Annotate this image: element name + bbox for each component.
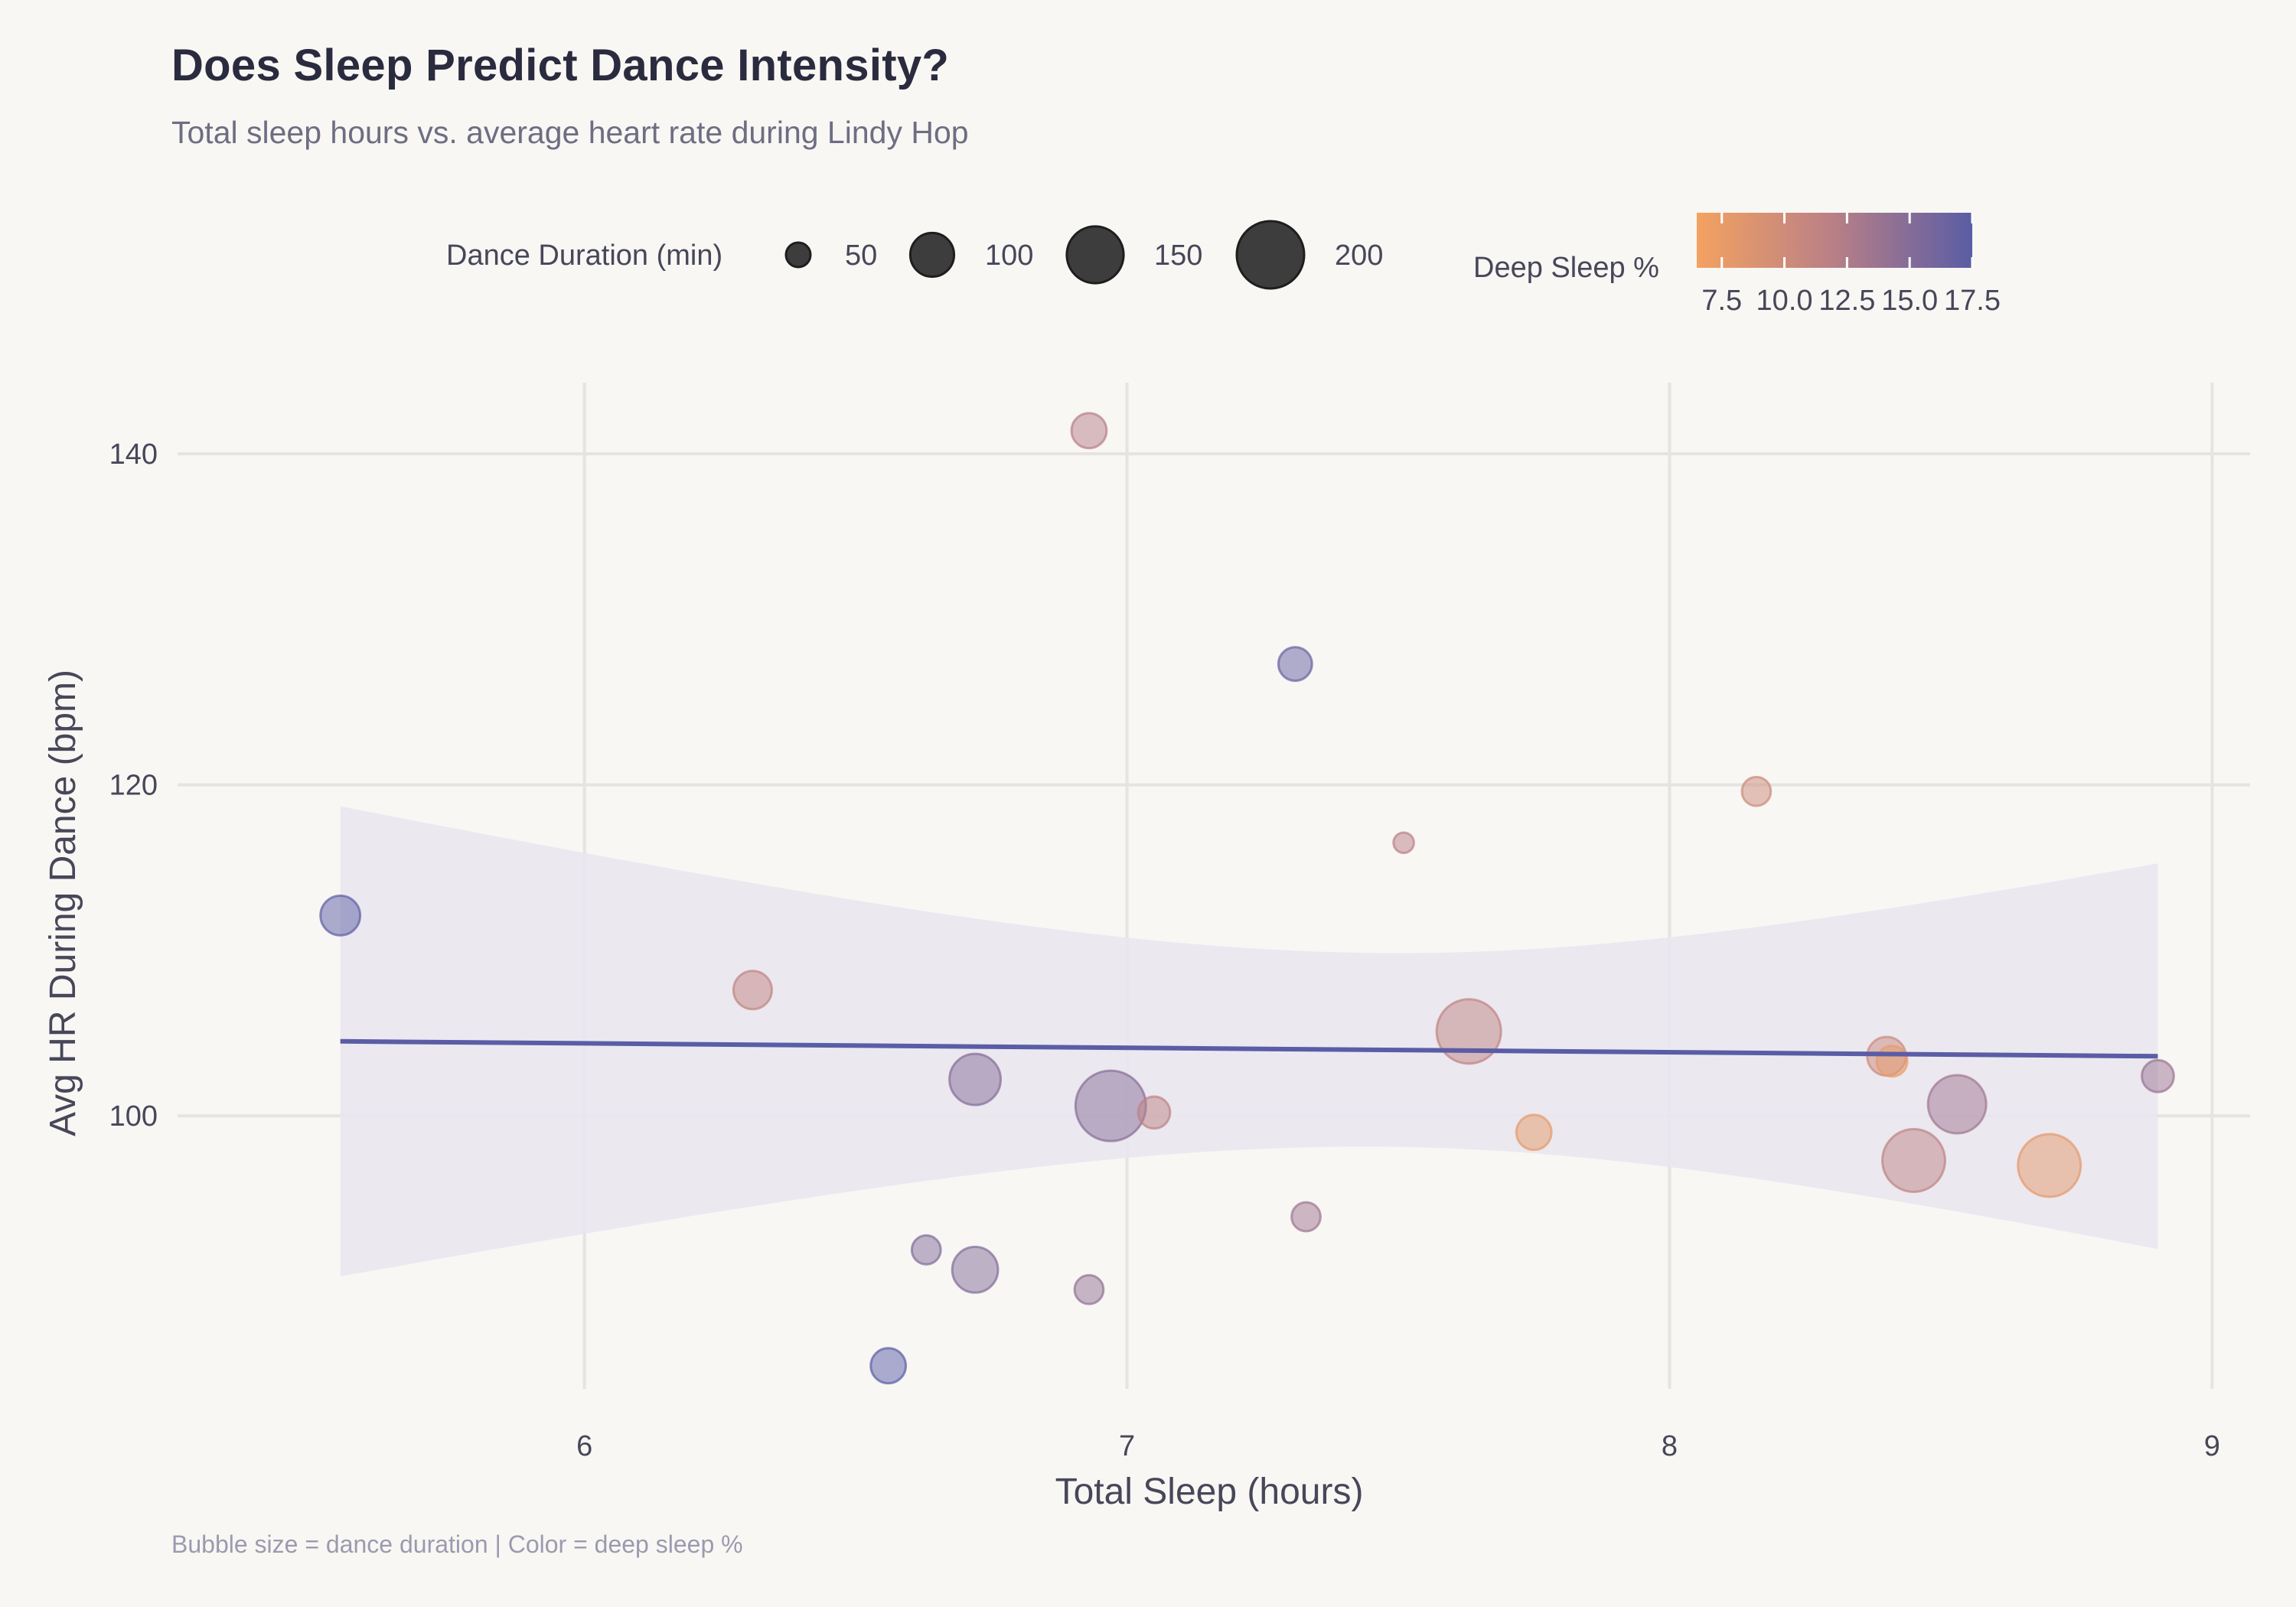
y-tick-labels: 100 120 140: [109, 438, 158, 1133]
colorbar-tick-label: 15.0: [1881, 285, 1938, 317]
chart-title: Does Sleep Predict Dance Intensity?: [171, 41, 950, 90]
colorbar: [1697, 213, 1972, 268]
data-point: [1290, 1201, 1322, 1233]
colorbar-ticks: 7.5 10.0 12.5 15.0 17.5: [1701, 213, 2001, 317]
y-tick-label: 140: [109, 438, 158, 471]
size-legend: Dance Duration (min) 50 100 150 200: [446, 220, 1383, 290]
y-tick-label: 100: [109, 1100, 158, 1133]
size-legend-title: Dance Duration (min): [446, 240, 722, 272]
size-legend-bubble: [908, 231, 956, 279]
data-point: [1926, 1074, 1988, 1135]
chart-caption: Bubble size = dance duration | Color = d…: [171, 1530, 743, 1558]
color-legend-title: Deep Sleep %: [1473, 252, 1659, 284]
data-point: [2017, 1133, 2082, 1198]
y-tick-label: 120: [109, 770, 158, 802]
regression-line-group: [340, 1038, 2158, 1059]
data-point: [319, 895, 362, 937]
data-point: [2141, 1058, 2175, 1094]
data-point: [1875, 1045, 1909, 1078]
colorbar-tick-label: 12.5: [1818, 285, 1875, 317]
colorbar-tick-label: 10.0: [1756, 285, 1813, 317]
size-legend-label: 150: [1154, 240, 1202, 272]
x-tick-label: 8: [1662, 1430, 1678, 1462]
size-legend-label: 100: [985, 240, 1033, 272]
size-legend-label: 50: [845, 240, 877, 272]
size-legend-bubble: [784, 241, 812, 269]
x-tick-labels: 6 7 8 9: [576, 1430, 2220, 1462]
color-legend: Deep Sleep % 7.5 10.0 12.5 15.0 17.5: [1473, 213, 2001, 317]
x-tick-label: 9: [2204, 1430, 2220, 1462]
data-point: [1740, 775, 1773, 807]
data-point: [1074, 1069, 1147, 1143]
data-point: [1277, 646, 1313, 683]
regression-line: [340, 1038, 2158, 1059]
data-point: [1073, 1273, 1105, 1305]
size-legend-bubble: [1065, 225, 1125, 285]
size-legend-label: 200: [1335, 240, 1383, 272]
size-legend-bubble: [1235, 220, 1306, 290]
confidence-band-group: [340, 806, 2158, 1276]
data-point: [1070, 412, 1108, 450]
colorbar-tick-label: 17.5: [1944, 285, 2001, 317]
data-point: [732, 970, 773, 1011]
data-point: [1881, 1128, 1946, 1193]
data-point: [869, 1347, 908, 1385]
data-point: [951, 1245, 1000, 1294]
data-point: [1515, 1113, 1553, 1152]
x-axis-title: Total Sleep (hours): [1055, 1472, 1364, 1512]
data-point: [1392, 831, 1415, 855]
x-tick-label: 7: [1119, 1430, 1135, 1462]
data-point: [948, 1052, 1003, 1107]
x-tick-label: 6: [576, 1430, 592, 1462]
data-point: [910, 1234, 942, 1266]
y-axis-title: Avg HR During Dance (bpm): [43, 670, 83, 1136]
bubble-group: [319, 412, 2175, 1385]
confidence-band: [340, 806, 2158, 1276]
data-point: [1435, 998, 1502, 1065]
colorbar-tick-label: 7.5: [1701, 285, 1742, 317]
chart-subtitle: Total sleep hours vs. average heart rate…: [171, 115, 969, 150]
data-point: [1137, 1095, 1172, 1130]
